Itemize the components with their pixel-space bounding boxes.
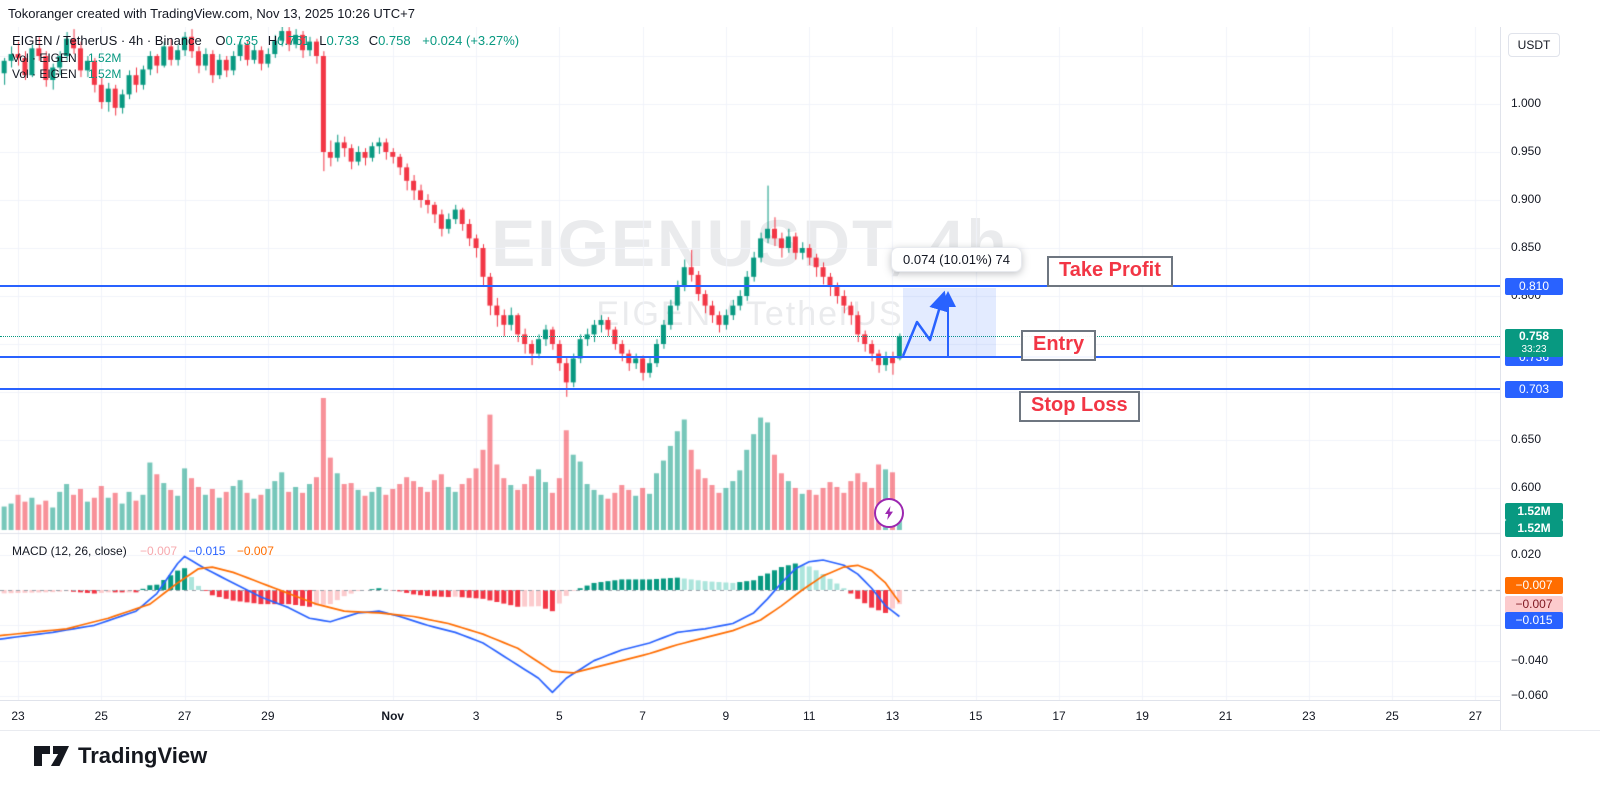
- stop-loss-label[interactable]: Stop Loss: [1019, 391, 1140, 422]
- time-axis-label: Nov: [381, 709, 405, 723]
- time-axis-label: 23: [11, 709, 25, 723]
- lightning-emoji-marker[interactable]: [874, 498, 904, 528]
- lightning-icon: [885, 506, 893, 520]
- time-axis-label: 19: [1135, 709, 1149, 723]
- macd-line-readout: −0.015: [188, 544, 226, 558]
- time-axis-label: 21: [1218, 709, 1233, 723]
- currency-toggle-button[interactable]: USDT: [1508, 33, 1560, 57]
- price-volume-macd-canvas[interactable]: [0, 27, 1500, 700]
- legend-close-value: 0.758: [378, 33, 411, 48]
- macd-value-badge: −0.007: [1505, 595, 1563, 613]
- legend-volume-row-2[interactable]: Vol · EIGEN 1.52M: [12, 67, 519, 83]
- macd-histogram-readout: −0.007: [140, 544, 178, 558]
- last-price-value: 0.758: [1518, 329, 1550, 344]
- price-axis-label: 1.000: [1511, 96, 1542, 110]
- entry-line[interactable]: [0, 356, 1500, 359]
- macd-axis-label: 0.020: [1511, 546, 1542, 561]
- tradingview-logo[interactable]: TradingView: [33, 741, 207, 770]
- volume-indicator-label: Vol · EIGEN: [12, 67, 77, 81]
- time-axis-label: 11: [802, 709, 816, 723]
- legend-open-value: 0.735: [225, 33, 259, 48]
- time-scale-axis[interactable]: 23 25 27 29 Nov 3 5 7 9 11 13 15 17 19 21 23 25 27: [0, 700, 1600, 731]
- legend-open-key: O: [215, 33, 226, 48]
- legend-high-value: 0.761: [277, 33, 310, 48]
- tradingview-brand-text: TradingView: [78, 742, 208, 768]
- legend-volume-row-1[interactable]: Vol · EIGEN 1.52M: [12, 51, 519, 67]
- time-axis-label: 17: [1052, 709, 1066, 723]
- legend-symbol-text: EIGEN / TetherUS · 4h · Binance: [12, 33, 202, 48]
- bar-countdown: 33:23: [1521, 344, 1547, 356]
- volume-indicator-value: 1.52M: [88, 67, 122, 81]
- footer-bar: TradingView: [0, 731, 1600, 797]
- legend-close-key: C: [368, 33, 379, 48]
- stop-loss-price-badge: 0.703: [1505, 380, 1563, 398]
- stop-loss-line[interactable]: [0, 388, 1500, 391]
- price-scale-axis[interactable]: USDT 1.000 0.950 0.900 0.850 0.800 0.650 0.600…: [1500, 27, 1600, 730]
- time-axis-label: 27: [177, 709, 192, 723]
- legend-low-value: 0.733: [326, 33, 360, 48]
- take-profit-label[interactable]: Take Profit: [1047, 256, 1173, 287]
- macd-signal-readout: −0.007: [236, 544, 274, 558]
- macd-value-badge: −0.007: [1505, 576, 1563, 594]
- macd-value-badge: −0.015: [1505, 611, 1563, 629]
- time-axis-label: 5: [555, 709, 563, 723]
- volume-indicator-value: 1.52M: [88, 51, 122, 65]
- projection-arrow[interactable]: [890, 280, 1005, 372]
- chart-attribution: Tokoranger created with TradingView.com,…: [8, 6, 415, 21]
- axis-bottom-divider: [0, 730, 1600, 731]
- macd-indicator-title: MACD (12, 26, close): [12, 544, 127, 558]
- take-profit-line[interactable]: [0, 285, 1500, 288]
- macd-legend-row[interactable]: MACD (12, 26, close) −0.007 −0.015 −0.00…: [12, 544, 274, 558]
- time-axis-label: 29: [261, 709, 275, 723]
- tradingview-logo-icon: [34, 746, 69, 766]
- volume-indicator-label: Vol · EIGEN: [12, 51, 77, 65]
- legend-high-key: H: [267, 33, 278, 48]
- measurement-tooltip: 0.074 (10.01%) 74: [891, 247, 1022, 272]
- time-axis-label: 23: [1302, 709, 1316, 723]
- time-axis-label: 9: [722, 709, 730, 723]
- time-axis-label: 13: [885, 709, 900, 723]
- last-price-badge: 0.758 33:23: [1505, 329, 1563, 358]
- time-axis-label: 27: [1468, 709, 1483, 723]
- price-axis-label: 0.950: [1511, 144, 1542, 158]
- price-axis-label: 0.650: [1511, 432, 1542, 446]
- time-axis-label: 3: [472, 709, 480, 723]
- volume-value-badge: 1.52M: [1505, 503, 1563, 520]
- volume-value-badge: 1.52M: [1505, 520, 1563, 537]
- chart-legend: EIGEN / TetherUS · 4h · Binance O0.735 H…: [12, 33, 519, 83]
- price-axis-label: 0.850: [1511, 240, 1542, 254]
- legend-low-key: L: [319, 33, 327, 48]
- time-axis-label: 25: [1385, 709, 1399, 723]
- take-profit-price-badge: 0.810: [1505, 277, 1563, 295]
- price-axis-label: 0.900: [1511, 192, 1542, 206]
- last-price-dotted-line: [0, 336, 1500, 338]
- legend-change: +0.024 (+3.27%): [422, 33, 520, 48]
- macd-axis-label: −0.040: [1511, 652, 1549, 667]
- time-axis-label: 25: [94, 709, 108, 723]
- entry-label[interactable]: Entry: [1021, 330, 1097, 361]
- time-axis-label: 15: [969, 709, 983, 723]
- price-axis-label: 0.600: [1511, 480, 1542, 494]
- legend-symbol-row[interactable]: EIGEN / TetherUS · 4h · Binance O0.735 H…: [12, 33, 519, 51]
- time-axis-label: 7: [639, 709, 646, 723]
- macd-axis-label: −0.060: [1511, 687, 1549, 702]
